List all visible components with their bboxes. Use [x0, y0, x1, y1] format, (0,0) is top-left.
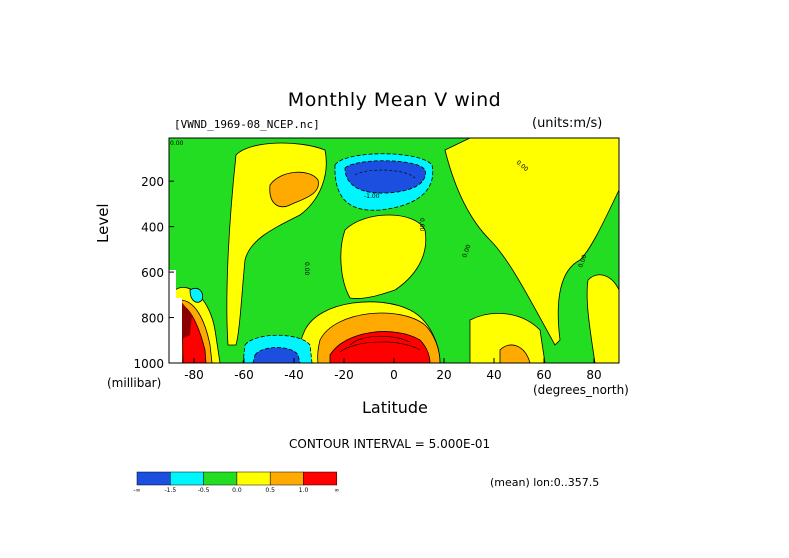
y-tick-label: 400	[141, 221, 164, 235]
colorbar-label: 0.5	[265, 487, 275, 494]
units-label: (units:m/s)	[532, 116, 603, 131]
colorbar-label: -0.5	[198, 487, 210, 494]
fill-yellow-2	[340, 214, 427, 299]
dataset-label: [VWND_1969-08_NCEP.nc]	[174, 118, 320, 131]
contour-label: 0.00	[170, 140, 184, 147]
y-tick-label: 800	[141, 312, 164, 326]
x-tick-label: 80	[586, 368, 601, 382]
fill-cyan-3	[189, 287, 204, 303]
fill-yellow-6	[586, 274, 619, 363]
fill-blue-2	[252, 347, 301, 363]
x-tick-label: 40	[486, 368, 501, 382]
x-tick-label: -60	[234, 368, 254, 382]
x-tick-label: -20	[334, 368, 354, 382]
contour-interval: CONTOUR INTERVAL = 5.000E-01	[289, 437, 491, 451]
contour-line	[339, 341, 421, 353]
fill-orange-3	[499, 344, 531, 363]
contour-label: 0.00	[303, 262, 310, 276]
colorbar-label: -1.5	[164, 487, 176, 494]
colorbar-swatch	[269, 471, 304, 486]
fill-orange-1	[269, 171, 319, 208]
x-axis-label: Latitude	[362, 398, 428, 417]
x-tick-label: 60	[536, 368, 551, 382]
fill-blue-1	[344, 160, 426, 194]
colorbar: -∞ -1.5 -0.5 0.0 0.5 1.0 ∞	[133, 471, 339, 494]
colorbar-label: -∞	[133, 487, 140, 494]
mean-note: (mean) lon:0..357.5	[490, 476, 600, 489]
missing-data	[169, 270, 182, 363]
y-tick-label: 600	[141, 266, 164, 280]
colorbar-swatch	[303, 471, 338, 486]
contour-label: -1.00	[364, 193, 380, 200]
colorbar-swatch	[136, 471, 171, 486]
x-tick-label: -40	[284, 368, 304, 382]
colorbar-swatch	[170, 471, 204, 486]
fill-yellow-3	[444, 138, 619, 346]
x-tick-label: 20	[436, 368, 451, 382]
y-tick-label: 1000	[133, 357, 164, 371]
contour-label: 0.00	[418, 218, 425, 232]
colorbar-swatch	[203, 471, 238, 486]
fill-darkred	[180, 300, 192, 340]
y-axis-unit: (millibar)	[107, 376, 162, 390]
colorbar-label: 0.0	[232, 487, 242, 494]
contour-fills	[169, 138, 619, 363]
x-ticks: -80 -60 -40 -20 0 20 40 60 80	[184, 358, 602, 382]
colorbar-label: ∞	[334, 487, 339, 494]
x-axis-unit: (degrees_north)	[533, 383, 629, 397]
fill-yellow-5	[469, 313, 546, 363]
contour-label: 0.00	[577, 254, 588, 269]
chart-title: Monthly Mean V wind	[287, 89, 502, 111]
x-tick-label: 0	[390, 368, 398, 382]
y-ticks: 200 400 600 800 1000	[133, 175, 174, 371]
contour-label: 0.00	[461, 244, 472, 259]
x-tick-label: -80	[184, 368, 204, 382]
colorbar-swatch	[236, 471, 271, 486]
fill-red-1	[329, 331, 431, 363]
y-tick-label: 200	[141, 175, 164, 189]
colorbar-label: 1.0	[299, 487, 309, 494]
contour-line	[354, 169, 416, 179]
contour-line	[349, 335, 411, 346]
